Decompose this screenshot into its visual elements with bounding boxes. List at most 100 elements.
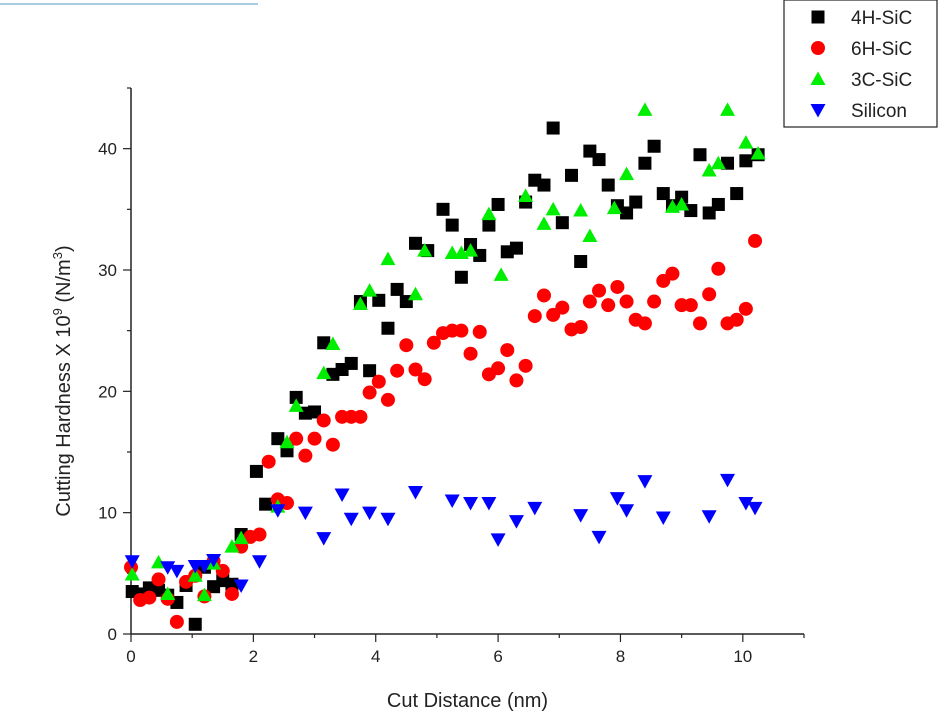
data-point bbox=[289, 431, 304, 446]
data-point bbox=[252, 527, 267, 542]
legend-item: 6H-SiC bbox=[811, 39, 912, 60]
data-point bbox=[279, 434, 295, 449]
data-point bbox=[371, 374, 386, 389]
data-point bbox=[408, 362, 423, 377]
data-point bbox=[601, 178, 615, 192]
data-point bbox=[591, 530, 607, 545]
data-point bbox=[316, 532, 332, 546]
axes: 0 2 4 6 8 10 0 10 20 30 40 bbox=[98, 87, 805, 666]
data-point bbox=[655, 511, 671, 526]
header-divider bbox=[0, 3, 258, 5]
series-3c-sic bbox=[124, 102, 766, 602]
data-point bbox=[288, 398, 304, 412]
data-point bbox=[665, 266, 680, 281]
data-point bbox=[454, 270, 468, 284]
legend-item: 4H-SiC bbox=[811, 8, 912, 29]
data-point bbox=[491, 361, 506, 376]
data-point bbox=[142, 590, 157, 605]
legend-marker bbox=[811, 41, 825, 55]
data-point bbox=[738, 135, 754, 149]
data-point bbox=[720, 473, 736, 488]
data-point bbox=[592, 153, 606, 167]
data-point bbox=[730, 187, 744, 201]
data-point bbox=[574, 255, 588, 269]
data-point bbox=[407, 286, 423, 301]
data-point bbox=[573, 320, 588, 335]
data-point bbox=[426, 335, 441, 350]
legend-label: Silicon bbox=[851, 101, 907, 122]
legend-item: 3C-SiC bbox=[810, 70, 912, 91]
data-point bbox=[325, 437, 340, 452]
data-point bbox=[481, 496, 497, 511]
data-point bbox=[417, 372, 432, 387]
data-point bbox=[508, 515, 524, 529]
data-point bbox=[546, 121, 560, 135]
data-point bbox=[500, 343, 515, 358]
data-point bbox=[711, 261, 726, 276]
data-point bbox=[629, 195, 643, 209]
data-point bbox=[399, 338, 414, 353]
data-point bbox=[555, 216, 569, 230]
data-point bbox=[582, 294, 597, 309]
data-point bbox=[518, 358, 533, 373]
data-point bbox=[739, 154, 753, 168]
data-point bbox=[325, 336, 341, 351]
y-axis-label: Cutting Hardness X 109 (N/m3) bbox=[50, 245, 75, 516]
data-point bbox=[206, 553, 222, 568]
data-point bbox=[738, 301, 753, 316]
data-point bbox=[334, 488, 350, 502]
data-point bbox=[573, 509, 589, 523]
series-6h-sic bbox=[124, 233, 763, 629]
series-4h-sic bbox=[125, 121, 765, 631]
data-point bbox=[317, 336, 331, 350]
data-point bbox=[380, 251, 396, 266]
series-silicon bbox=[124, 473, 763, 593]
data-point bbox=[298, 448, 313, 463]
data-point bbox=[720, 102, 736, 116]
data-point bbox=[380, 512, 396, 527]
data-point bbox=[537, 178, 551, 192]
data-point bbox=[380, 392, 395, 407]
y-axis-label-unit-close: ) bbox=[53, 245, 75, 252]
data-point bbox=[261, 454, 276, 469]
data-point bbox=[748, 233, 763, 248]
data-point bbox=[124, 567, 140, 581]
y-axis-label-unit-exponent: 3 bbox=[50, 252, 65, 259]
x-tick-label: 2 bbox=[249, 647, 258, 666]
data-points bbox=[124, 102, 766, 631]
x-tick-label: 0 bbox=[126, 647, 135, 666]
data-point bbox=[187, 568, 203, 582]
data-point bbox=[573, 203, 589, 217]
data-point bbox=[491, 197, 505, 211]
y-axis-label-prefix: Cutting Hardness X 10 bbox=[53, 315, 75, 516]
y-tick-label: 30 bbox=[98, 261, 117, 280]
data-point bbox=[592, 283, 607, 298]
data-point bbox=[656, 187, 670, 201]
data-point bbox=[196, 587, 212, 602]
data-point bbox=[610, 279, 625, 294]
data-point bbox=[151, 554, 167, 569]
data-point bbox=[693, 148, 707, 162]
data-point bbox=[683, 298, 698, 313]
data-point bbox=[196, 560, 212, 574]
data-point bbox=[362, 385, 377, 400]
data-point bbox=[353, 409, 368, 424]
legend-label: 3C-SiC bbox=[851, 70, 912, 91]
data-point bbox=[343, 512, 359, 527]
data-point bbox=[750, 146, 766, 160]
data-point bbox=[270, 504, 286, 518]
data-point bbox=[249, 464, 263, 478]
data-point bbox=[224, 586, 239, 601]
data-point bbox=[518, 188, 534, 202]
data-point bbox=[674, 196, 690, 211]
y-axis-label-exponent: 9 bbox=[50, 308, 65, 315]
data-point bbox=[711, 197, 725, 211]
data-point bbox=[729, 312, 744, 327]
data-point bbox=[289, 390, 303, 404]
data-point bbox=[702, 287, 717, 302]
data-point bbox=[408, 236, 422, 250]
data-point bbox=[620, 206, 634, 220]
y-tick-label: 40 bbox=[98, 140, 117, 159]
data-point bbox=[233, 530, 249, 545]
data-point bbox=[710, 155, 726, 170]
